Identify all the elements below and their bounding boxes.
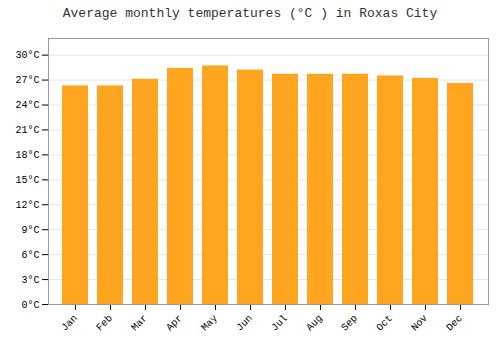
svg-text:Nov: Nov: [409, 313, 430, 334]
svg-text:Jul: Jul: [269, 313, 290, 334]
svg-text:15°C: 15°C: [15, 175, 39, 186]
svg-text:9°C: 9°C: [21, 225, 39, 236]
svg-text:Oct: Oct: [374, 313, 395, 334]
svg-text:Dec: Dec: [444, 313, 465, 334]
svg-text:27°C: 27°C: [15, 75, 39, 86]
svg-text:21°C: 21°C: [15, 125, 39, 136]
svg-text:0°C: 0°C: [21, 300, 39, 311]
svg-text:6°C: 6°C: [21, 250, 39, 261]
svg-text:Aug: Aug: [304, 313, 325, 334]
svg-text:3°C: 3°C: [21, 275, 39, 286]
svg-text:30°C: 30°C: [15, 50, 39, 61]
svg-text:Apr: Apr: [164, 313, 185, 334]
svg-text:12°C: 12°C: [15, 200, 39, 211]
svg-text:Sep: Sep: [339, 313, 360, 334]
svg-text:Mar: Mar: [129, 313, 150, 334]
svg-text:May: May: [199, 313, 220, 334]
svg-text:24°C: 24°C: [15, 100, 39, 111]
svg-text:Jan: Jan: [59, 313, 80, 334]
svg-text:Feb: Feb: [94, 313, 115, 334]
svg-text:Jun: Jun: [234, 313, 255, 334]
html-text:Average monthly temperatures (: Average monthly temperatures (°C ) in Ro…: [62, 6, 438, 21]
svg-text:18°C: 18°C: [15, 150, 39, 161]
